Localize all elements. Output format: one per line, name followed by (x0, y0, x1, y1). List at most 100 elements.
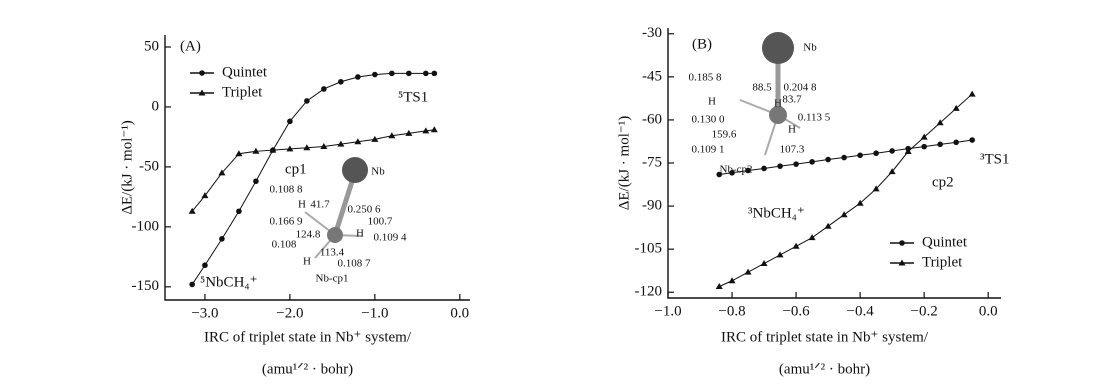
data-point (841, 155, 847, 161)
inset-label: H (708, 96, 716, 108)
inset-label: 0.204 8 (784, 82, 818, 94)
inset-label: 0.109 4 (374, 232, 408, 244)
inset-label: 124.8 (296, 229, 321, 241)
panel-label: (A) (180, 38, 201, 54)
data-point (189, 282, 195, 288)
data-point (304, 98, 310, 104)
data-point (825, 157, 831, 163)
x-axis-label: (amu¹ᐟ² · bohr) (779, 361, 870, 377)
data-point (423, 71, 429, 77)
y-tick-label: -60 (642, 111, 662, 127)
data-point (761, 166, 767, 172)
inset-label: Nb (803, 42, 817, 54)
y-tick-label: -30 (642, 25, 662, 41)
data-point (219, 236, 225, 242)
data-point (857, 152, 863, 158)
y-tick-label: -120 (635, 284, 663, 300)
legend-marker (899, 240, 905, 246)
data-point (389, 71, 395, 77)
inset-label: 159.6 (712, 129, 737, 141)
data-point (937, 142, 943, 148)
x-tick-label: −0.2 (911, 303, 938, 319)
y-tick-label: -90 (642, 198, 662, 214)
y-tick-label: -50 (139, 158, 159, 174)
annotation: ³TS1 (980, 151, 1010, 167)
data-point (825, 223, 832, 229)
data-point (729, 277, 736, 283)
inset-label: 0.113 5 (798, 112, 831, 124)
data-point (889, 148, 895, 154)
inset-label: H (788, 124, 796, 136)
y-tick-label: -150 (132, 278, 160, 294)
data-point (253, 178, 259, 184)
data-point (793, 243, 800, 249)
inset-label: 100.7 (368, 216, 393, 228)
data-point (873, 150, 879, 156)
inset-label: 0.108 7 (338, 258, 372, 270)
data-point (809, 159, 815, 165)
inset-label: 0.109 1 (692, 144, 725, 156)
x-axis-label: (amu¹ᐟ² · bohr) (262, 361, 353, 377)
x-tick-label: −1.0 (361, 305, 388, 321)
inset-label: 107.3 (780, 144, 805, 156)
data-point (287, 119, 293, 125)
inset-label: 88.5 (752, 82, 772, 94)
x-axis-label: IRC of triplet state in Nb⁺ system/ (721, 329, 929, 345)
legend-label: Triplet (222, 84, 263, 100)
inset-label: Nb (371, 166, 385, 178)
data-point (406, 71, 412, 77)
inset-label: 83.7 (782, 94, 802, 106)
data-point (921, 144, 927, 150)
legend-label: Quintet (222, 64, 268, 80)
x-tick-label: 0.0 (979, 303, 998, 319)
inset-label: 0.108 (272, 239, 297, 251)
data-point (777, 251, 784, 257)
y-tick-label: 50 (144, 38, 159, 54)
y-tick-label: -100 (132, 218, 160, 234)
data-point (841, 211, 848, 217)
x-tick-label: −3.0 (191, 305, 218, 321)
data-point (338, 79, 344, 85)
inset-label: 0.108 8 (270, 184, 304, 196)
annotation: ⁵NbCH₄⁺ (200, 274, 258, 290)
annotation: cp2 (932, 174, 954, 190)
data-point (969, 91, 976, 97)
legend-marker (199, 70, 205, 76)
data-point (321, 86, 327, 92)
data-point (777, 163, 783, 169)
inset-label: Nb-cp1 (316, 273, 349, 285)
y-tick-label: -45 (642, 68, 662, 84)
data-point (953, 140, 959, 146)
x-tick-label: −0.6 (782, 303, 810, 319)
annotation: ⁵TS1 (398, 89, 428, 105)
x-tick-label: −0.8 (718, 303, 745, 319)
y-tick-label: -105 (635, 241, 663, 257)
data-point (432, 71, 438, 77)
inset-label: Nb-cp2 (720, 164, 753, 176)
legend-label: Quintet (922, 234, 968, 250)
inset-label: H (356, 228, 364, 240)
x-axis-label: IRC of triplet state in Nb⁺ system/ (204, 329, 412, 345)
inset-label: 41.7 (310, 199, 330, 211)
data-point (236, 208, 242, 214)
legend-label: Triplet (922, 254, 963, 270)
y-tick-label: -75 (642, 154, 662, 170)
figure: 500-50-100-150−3.0−2.0−1.00.0ΔE/(kJ · mo… (0, 0, 1102, 386)
data-point (761, 260, 768, 266)
data-point (969, 137, 975, 143)
annotation: ³NbCH₄⁺ (748, 205, 805, 221)
x-tick-label: −1.0 (654, 303, 681, 319)
inset-label: 0.185 8 (689, 72, 723, 84)
x-tick-label: −2.0 (276, 305, 303, 321)
data-point (745, 269, 752, 275)
inset-label: H (303, 256, 311, 268)
data-point (716, 283, 723, 289)
x-tick-label: 0.0 (450, 305, 469, 321)
x-tick-label: −0.4 (847, 303, 875, 319)
inset-label: 0.130 0 (692, 114, 726, 126)
y-tick-label: 0 (152, 98, 160, 114)
inset-label: H (298, 199, 306, 211)
data-point (431, 126, 438, 132)
data-point (809, 234, 816, 240)
inset-label: 0.166 9 (270, 216, 304, 228)
